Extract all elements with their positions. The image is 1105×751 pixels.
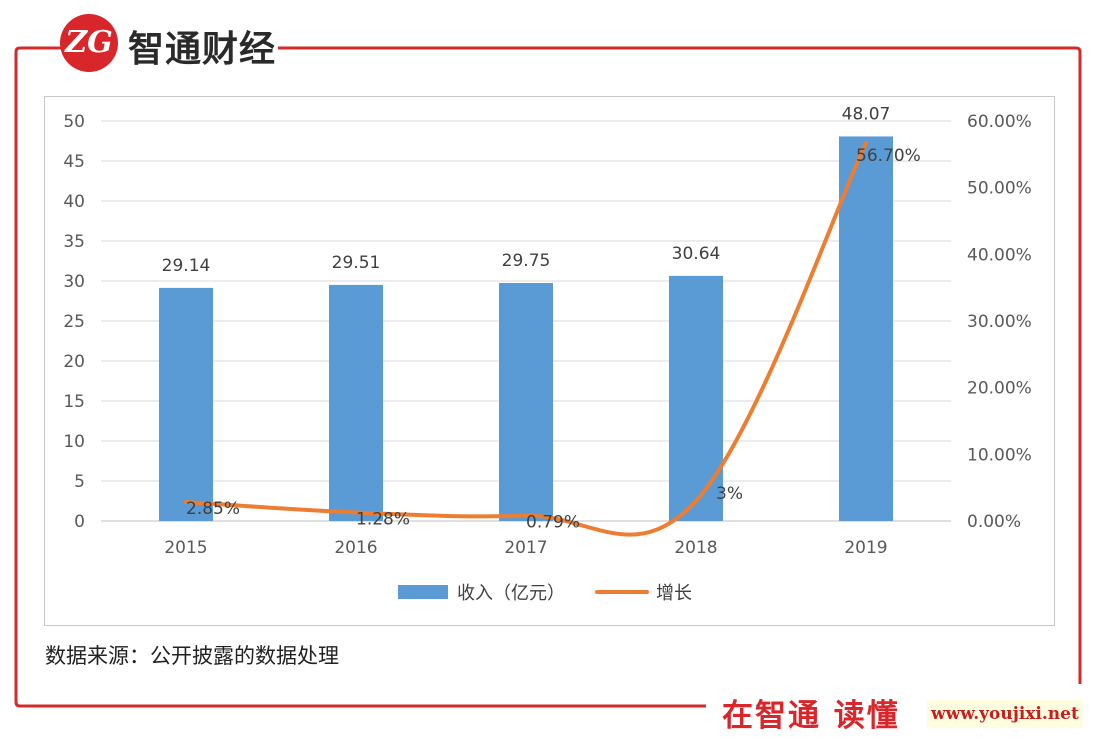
line-data-label: 56.70% — [856, 146, 921, 166]
footer-brand: 在智通 读懂 — [722, 698, 900, 734]
y-left-tick-label: 25 — [63, 312, 85, 332]
y-right-tick-label: 40.00% — [967, 245, 1032, 265]
bar-data-label: 30.64 — [672, 244, 721, 264]
line-data-label: 3% — [716, 484, 743, 504]
bar — [329, 284, 383, 521]
y-right-tick-label: 0.00% — [967, 512, 1021, 532]
y-right-tick-label: 30.00% — [967, 312, 1032, 332]
legend-swatch-bar — [398, 585, 448, 599]
x-tick-label: 2018 — [674, 538, 717, 558]
x-tick-label: 2017 — [504, 538, 547, 558]
y-left-tick-label: 35 — [63, 232, 85, 252]
y-left-tick-label: 15 — [63, 392, 85, 412]
y-right-tick-label: 50.00% — [967, 179, 1032, 199]
y-left-tick-label: 0 — [74, 512, 85, 532]
brand-logo: ZG — [60, 14, 118, 72]
y-left-tick-label: 20 — [63, 352, 85, 372]
x-tick-label: 2016 — [334, 538, 377, 558]
bar-data-label: 48.07 — [842, 104, 891, 124]
frame-left — [14, 46, 706, 708]
x-tick-label: 2019 — [844, 538, 887, 558]
footer-url[interactable]: www.youjixi.net — [927, 700, 1083, 728]
legend-label-bar: 收入（亿元） — [457, 583, 565, 604]
bar — [839, 136, 893, 521]
bar-data-label: 29.51 — [332, 253, 381, 273]
bar — [669, 275, 723, 521]
y-left-tick-label: 50 — [63, 112, 85, 132]
frame-right — [278, 46, 1082, 684]
y-right-tick-label: 10.00% — [967, 445, 1032, 465]
bar — [159, 287, 213, 521]
growth-line — [184, 141, 868, 537]
y-left-tick-label: 40 — [63, 192, 85, 212]
y-right-tick-label: 60.00% — [967, 112, 1032, 132]
bar — [499, 283, 553, 521]
legend-label-line: 增长 — [656, 583, 692, 604]
brand-name: 智通财经 — [128, 29, 277, 70]
chart-container: 0 5 10 15 20 25 30 35 40 45 50 0.00% 10.00% 20.00% 30.… — [44, 96, 1055, 626]
line-data-label: 0.79% — [526, 513, 580, 533]
y-left-tick-label: 10 — [63, 432, 85, 452]
y-right-tick-label: 20.00% — [967, 379, 1032, 399]
source-note: 数据来源：公开披露的数据处理 — [45, 644, 339, 668]
bar-data-label: 29.14 — [162, 256, 211, 276]
bar-data-label: 29.75 — [502, 251, 551, 271]
combo-chart: 0 5 10 15 20 25 30 35 40 45 50 0.00% 10.00% 20.00% 30.… — [63, 104, 1032, 604]
y-left-tick-label: 30 — [63, 272, 85, 292]
y-left-tick-label: 45 — [63, 152, 85, 172]
line-data-label: 2.85% — [186, 499, 240, 519]
line-data-label: 1.28% — [356, 509, 410, 529]
y-left-tick-label: 5 — [74, 472, 85, 492]
x-tick-label: 2015 — [164, 538, 207, 558]
